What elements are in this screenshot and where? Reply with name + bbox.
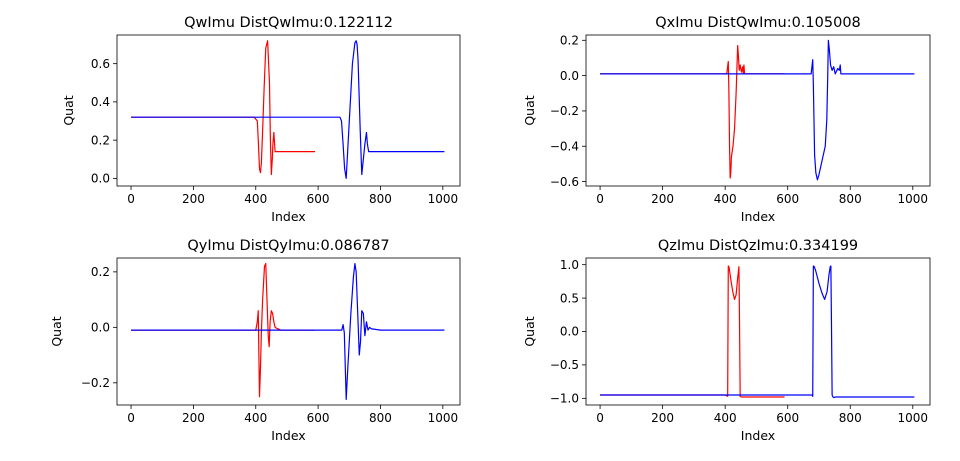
x-tick-label: 600 [776,192,799,206]
y-tick-label: 0.2 [560,33,579,47]
x-tick-label: 0 [127,192,135,206]
x-tick-label: 600 [776,411,799,425]
x-tick-label: 1000 [428,411,459,425]
x-axis-label: Index [271,209,305,224]
x-tick-label: 800 [839,411,862,425]
y-tick-label: −0.2 [550,104,579,118]
chart-title: QyImu DistQyImu:0.086787 [187,238,389,254]
subplot-3: 0 200 400 600 800 1000 0.2 0.0 −0.2 QyImu DistQyI… [49,238,461,443]
subplot-1: 0 200 400 600 800 1000 0.0 0.2 0.4 0.6 QwImu DistQ… [61,15,461,224]
x-tick-label: 200 [182,192,205,206]
x-tick-label: 600 [307,411,330,425]
y-tick-label: 0.6 [91,57,110,71]
subplot-4: 0 200 400 600 800 1000 1.0 0.5 0.0 −0.5 −1.0 QzImu … [522,238,931,443]
x-tick-label: 800 [839,192,862,206]
series-line-red [131,262,315,398]
x-tick-label: 1000 [898,192,929,206]
chart-title: QzImu DistQzImu:0.334199 [658,238,858,254]
y-tick-label: 0.0 [91,172,110,186]
y-tick-label: 0.5 [560,291,579,305]
x-tick-label: 600 [307,192,330,206]
chart-title: QwImu DistQwImu:0.122112 [184,15,393,31]
y-tick-label: −1.0 [550,392,579,406]
x-tick-label: 400 [244,192,267,206]
x-axis-label: Index [271,428,305,443]
y-axis-label: Quat [61,95,76,125]
axes-frame [585,34,931,187]
x-tick-label: 400 [714,411,737,425]
chart-title: QxImu DistQwImu:0.105008 [655,15,861,31]
series-line-red [600,45,785,179]
x-tick-label: 1000 [898,411,929,425]
x-tick-label: 400 [244,411,267,425]
series-line-blue [131,262,445,401]
y-tick-label: 0.2 [91,265,110,279]
subplot-2: 0 200 400 600 800 1000 0.2 0.0 −0.2 −0.4 −0.6 QxImu… [522,15,931,224]
x-tick-label: 200 [651,411,674,425]
x-tick-label: 0 [127,411,135,425]
y-tick-label: 0.0 [560,69,579,83]
x-tick-label: 0 [596,192,604,206]
y-tick-label: 1.0 [560,258,579,272]
y-tick-label: 0.4 [91,95,110,109]
series-line-red [131,40,315,176]
axes-frame [116,257,461,406]
x-tick-label: 200 [651,192,674,206]
y-tick-label: −0.6 [550,175,579,189]
series-line-blue [600,265,915,399]
y-tick-label: −0.5 [550,358,579,372]
y-tick-label: 0.0 [91,321,110,335]
y-tick-label: 0.0 [560,325,579,339]
y-axis-label: Quat [522,95,537,125]
subplot-grid: 0 200 400 600 800 1000 0.0 0.2 0.4 0.6 QwImu DistQ… [49,15,931,443]
y-tick-label: −0.2 [81,376,110,390]
x-tick-label: 800 [369,411,392,425]
y-axis-label: Quat [522,316,537,346]
x-axis-label: Index [741,209,775,224]
series-line-blue [131,40,445,179]
x-tick-label: 400 [714,192,737,206]
y-tick-label: 0.2 [91,133,110,147]
y-axis-label: Quat [49,316,64,346]
x-tick-label: 1000 [428,192,459,206]
axes-frame [116,34,461,187]
y-tick-label: −0.4 [550,139,579,153]
x-tick-label: 0 [596,411,604,425]
x-tick-label: 800 [369,192,392,206]
x-tick-label: 200 [182,411,205,425]
x-axis-label: Index [741,428,775,443]
series-line-blue [600,39,915,181]
